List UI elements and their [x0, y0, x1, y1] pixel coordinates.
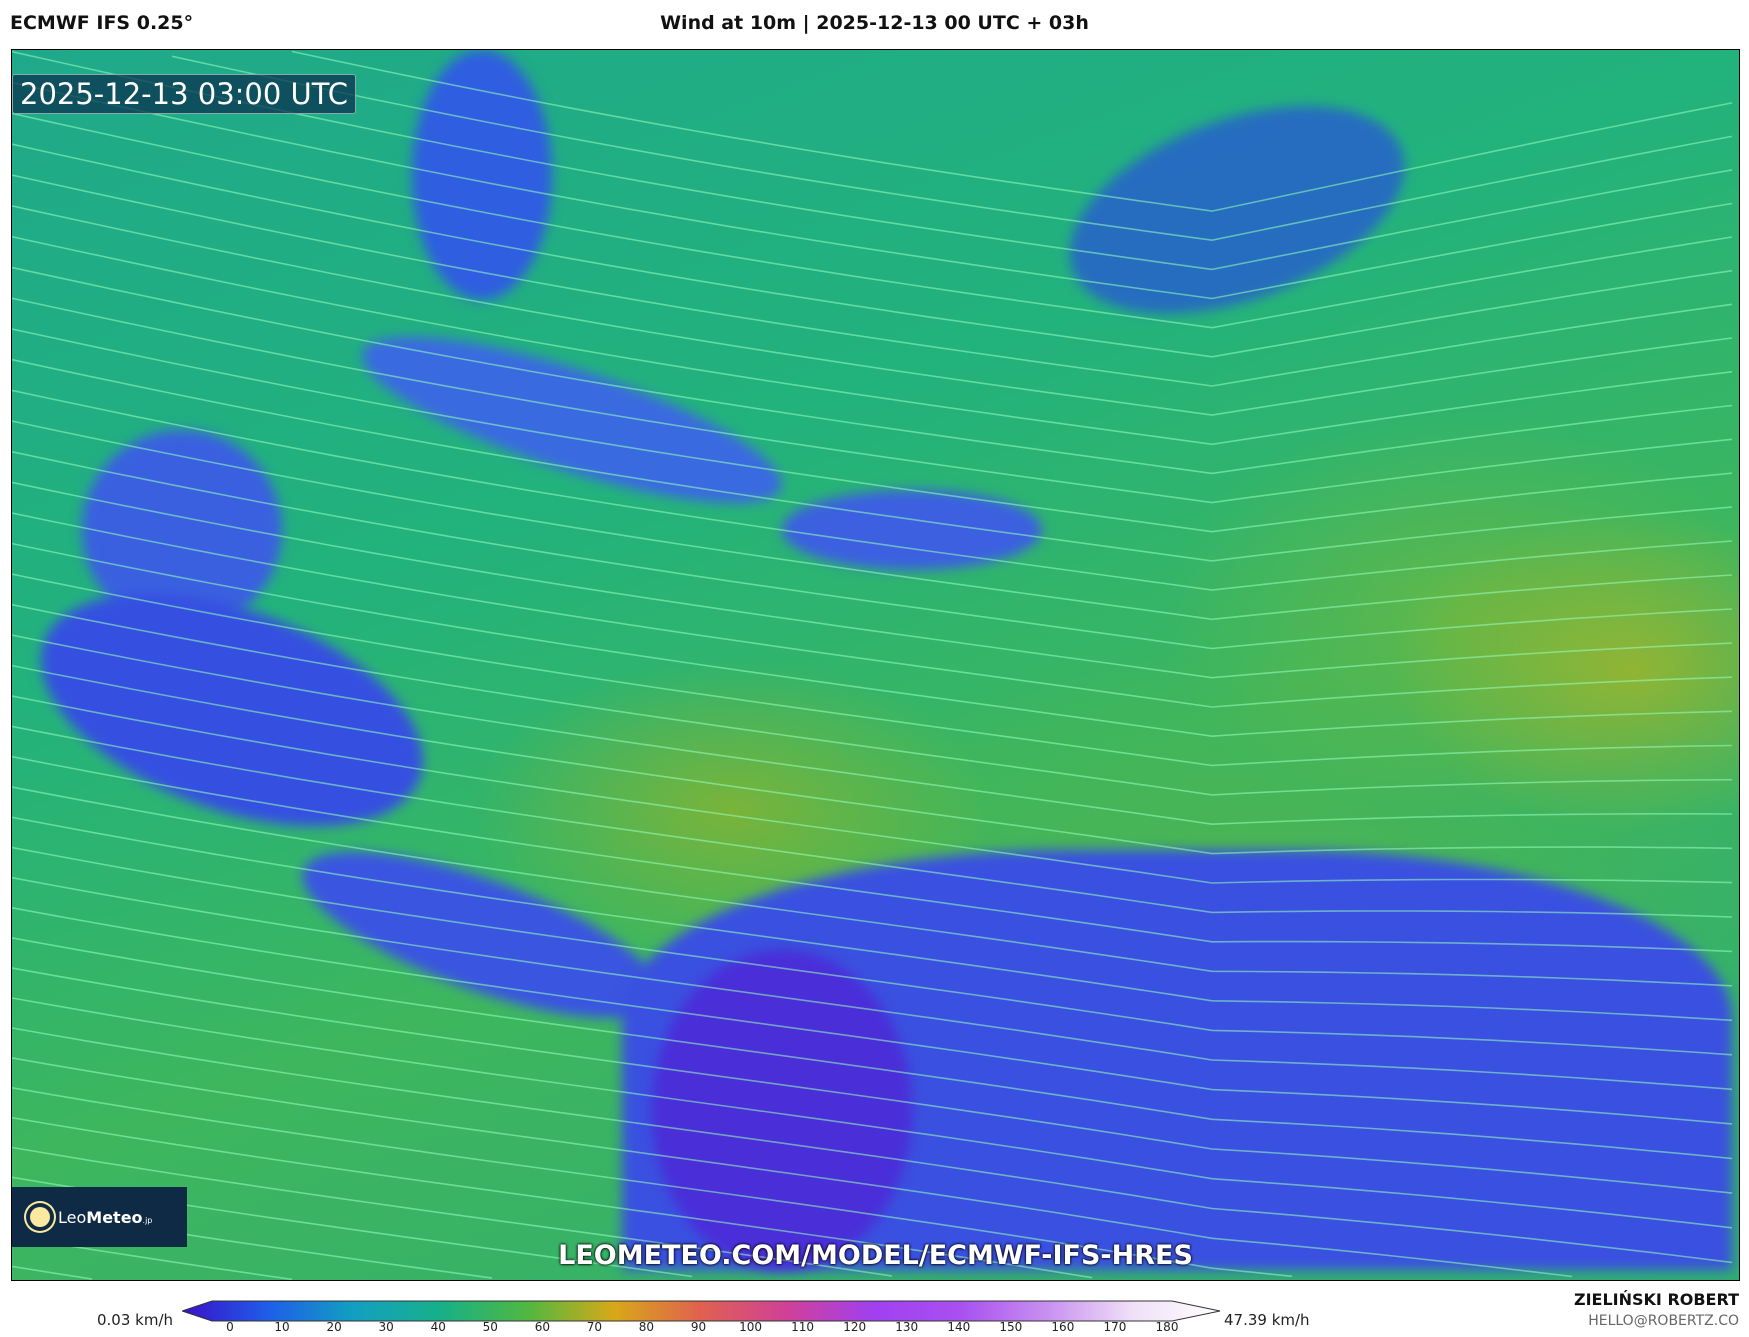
streamline — [12, 603, 1733, 796]
streamline — [12, 112, 1733, 329]
colorbar-tick: 110 — [791, 1320, 815, 1334]
colorbar-gradient — [182, 1300, 1221, 1322]
streamline — [12, 542, 1733, 738]
streamline — [12, 420, 1733, 621]
streamline — [12, 1027, 1733, 1264]
model-name: ECMWF IFS 0.25° — [10, 12, 194, 34]
streamline — [12, 573, 1733, 767]
land-colombia-andes — [652, 950, 912, 1270]
streamline — [12, 664, 1733, 855]
colorbar-tick: 180 — [1155, 1320, 1179, 1334]
colorbar-tick: 70 — [586, 1320, 603, 1334]
streamlines — [12, 50, 1733, 1280]
streamline — [12, 846, 1733, 1056]
streamline — [12, 755, 1733, 953]
colorbar — [182, 1300, 1221, 1322]
colorbar-min-label: 0.03 km/h — [97, 1311, 174, 1329]
streamline — [12, 937, 1733, 1160]
streamline — [12, 1057, 1573, 1278]
colorbar-tick: 100 — [739, 1320, 762, 1334]
streamline — [12, 205, 1733, 416]
colorbar-tick: 80 — [638, 1320, 655, 1334]
logo-text-light: Leo — [58, 1207, 87, 1227]
streamline — [12, 907, 1733, 1125]
streamline — [12, 786, 1733, 987]
colorbar-tick: 10 — [274, 1320, 290, 1334]
streamline — [12, 1116, 1093, 1279]
colorbar-tick: 90 — [690, 1320, 707, 1334]
streamline — [12, 1265, 93, 1280]
colorbar-tick: 140 — [947, 1320, 971, 1334]
map-title: Wind at 10m | 2025-12-13 00 UTC + 03h — [660, 12, 1089, 34]
streamline — [12, 695, 1733, 884]
author-name: ZIELIŃSKI ROBERT — [1573, 1290, 1739, 1309]
colorbar-tick: 40 — [430, 1320, 446, 1334]
land-florida — [412, 50, 552, 300]
leometeo-logo[interactable]: Leo Meteo .jp — [12, 1187, 187, 1247]
author-email[interactable]: HELLO@ROBERTZ.CO — [1588, 1313, 1739, 1329]
streamline — [171, 55, 1733, 242]
land-hispaniola — [782, 490, 1042, 570]
logo-text-bold: Meteo — [86, 1207, 143, 1227]
streamline — [12, 266, 1733, 475]
colorbar-tick: 120 — [843, 1320, 867, 1334]
streamline — [12, 81, 1733, 300]
streamline — [291, 50, 1733, 212]
streamline — [12, 451, 1733, 650]
valid-time-label: 2025-12-13 03:00 UTC — [12, 74, 357, 114]
colorbar-tick: 50 — [482, 1320, 498, 1334]
streamline — [12, 876, 1733, 1091]
colorbar-tick: 130 — [895, 1320, 919, 1334]
colorbar-tick: 60 — [534, 1320, 550, 1334]
streamline — [12, 481, 1733, 679]
streamline — [12, 235, 1733, 446]
colorbar-tick: 20 — [326, 1320, 342, 1334]
streamline — [12, 50, 1733, 271]
wind-map[interactable]: 2025-12-13 03:00 UTC Leo Meteo .jp LEOMETE… — [11, 49, 1740, 1281]
streamline — [12, 816, 1733, 1022]
streamline — [12, 143, 1733, 358]
streamline — [12, 1087, 1293, 1278]
streamline — [12, 174, 1733, 387]
colorbar-tick: 150 — [999, 1320, 1023, 1334]
source-url[interactable]: LEOMETEO.COM/MODEL/ECMWF-IFS-HRES — [558, 1240, 1193, 1271]
streamline — [12, 297, 1733, 504]
streamline — [12, 1146, 893, 1277]
streamline — [12, 358, 1733, 562]
streamline — [12, 328, 1733, 533]
colorbar-tick: 30 — [378, 1320, 394, 1334]
streamline — [12, 967, 1733, 1194]
colorbar-tick: 170 — [1103, 1320, 1127, 1334]
streamline — [12, 634, 1733, 826]
sun-icon — [30, 1207, 50, 1227]
streamline — [12, 725, 1733, 918]
streamline — [12, 389, 1733, 591]
colorbar-tick: 0 — [226, 1320, 234, 1334]
streamline — [12, 997, 1733, 1229]
colorbar-tick: 160 — [1051, 1320, 1075, 1334]
logo-suffix: .jp — [142, 1215, 153, 1225]
streamline — [12, 512, 1733, 708]
colorbar-max-label: 47.39 km/h — [1224, 1311, 1310, 1329]
